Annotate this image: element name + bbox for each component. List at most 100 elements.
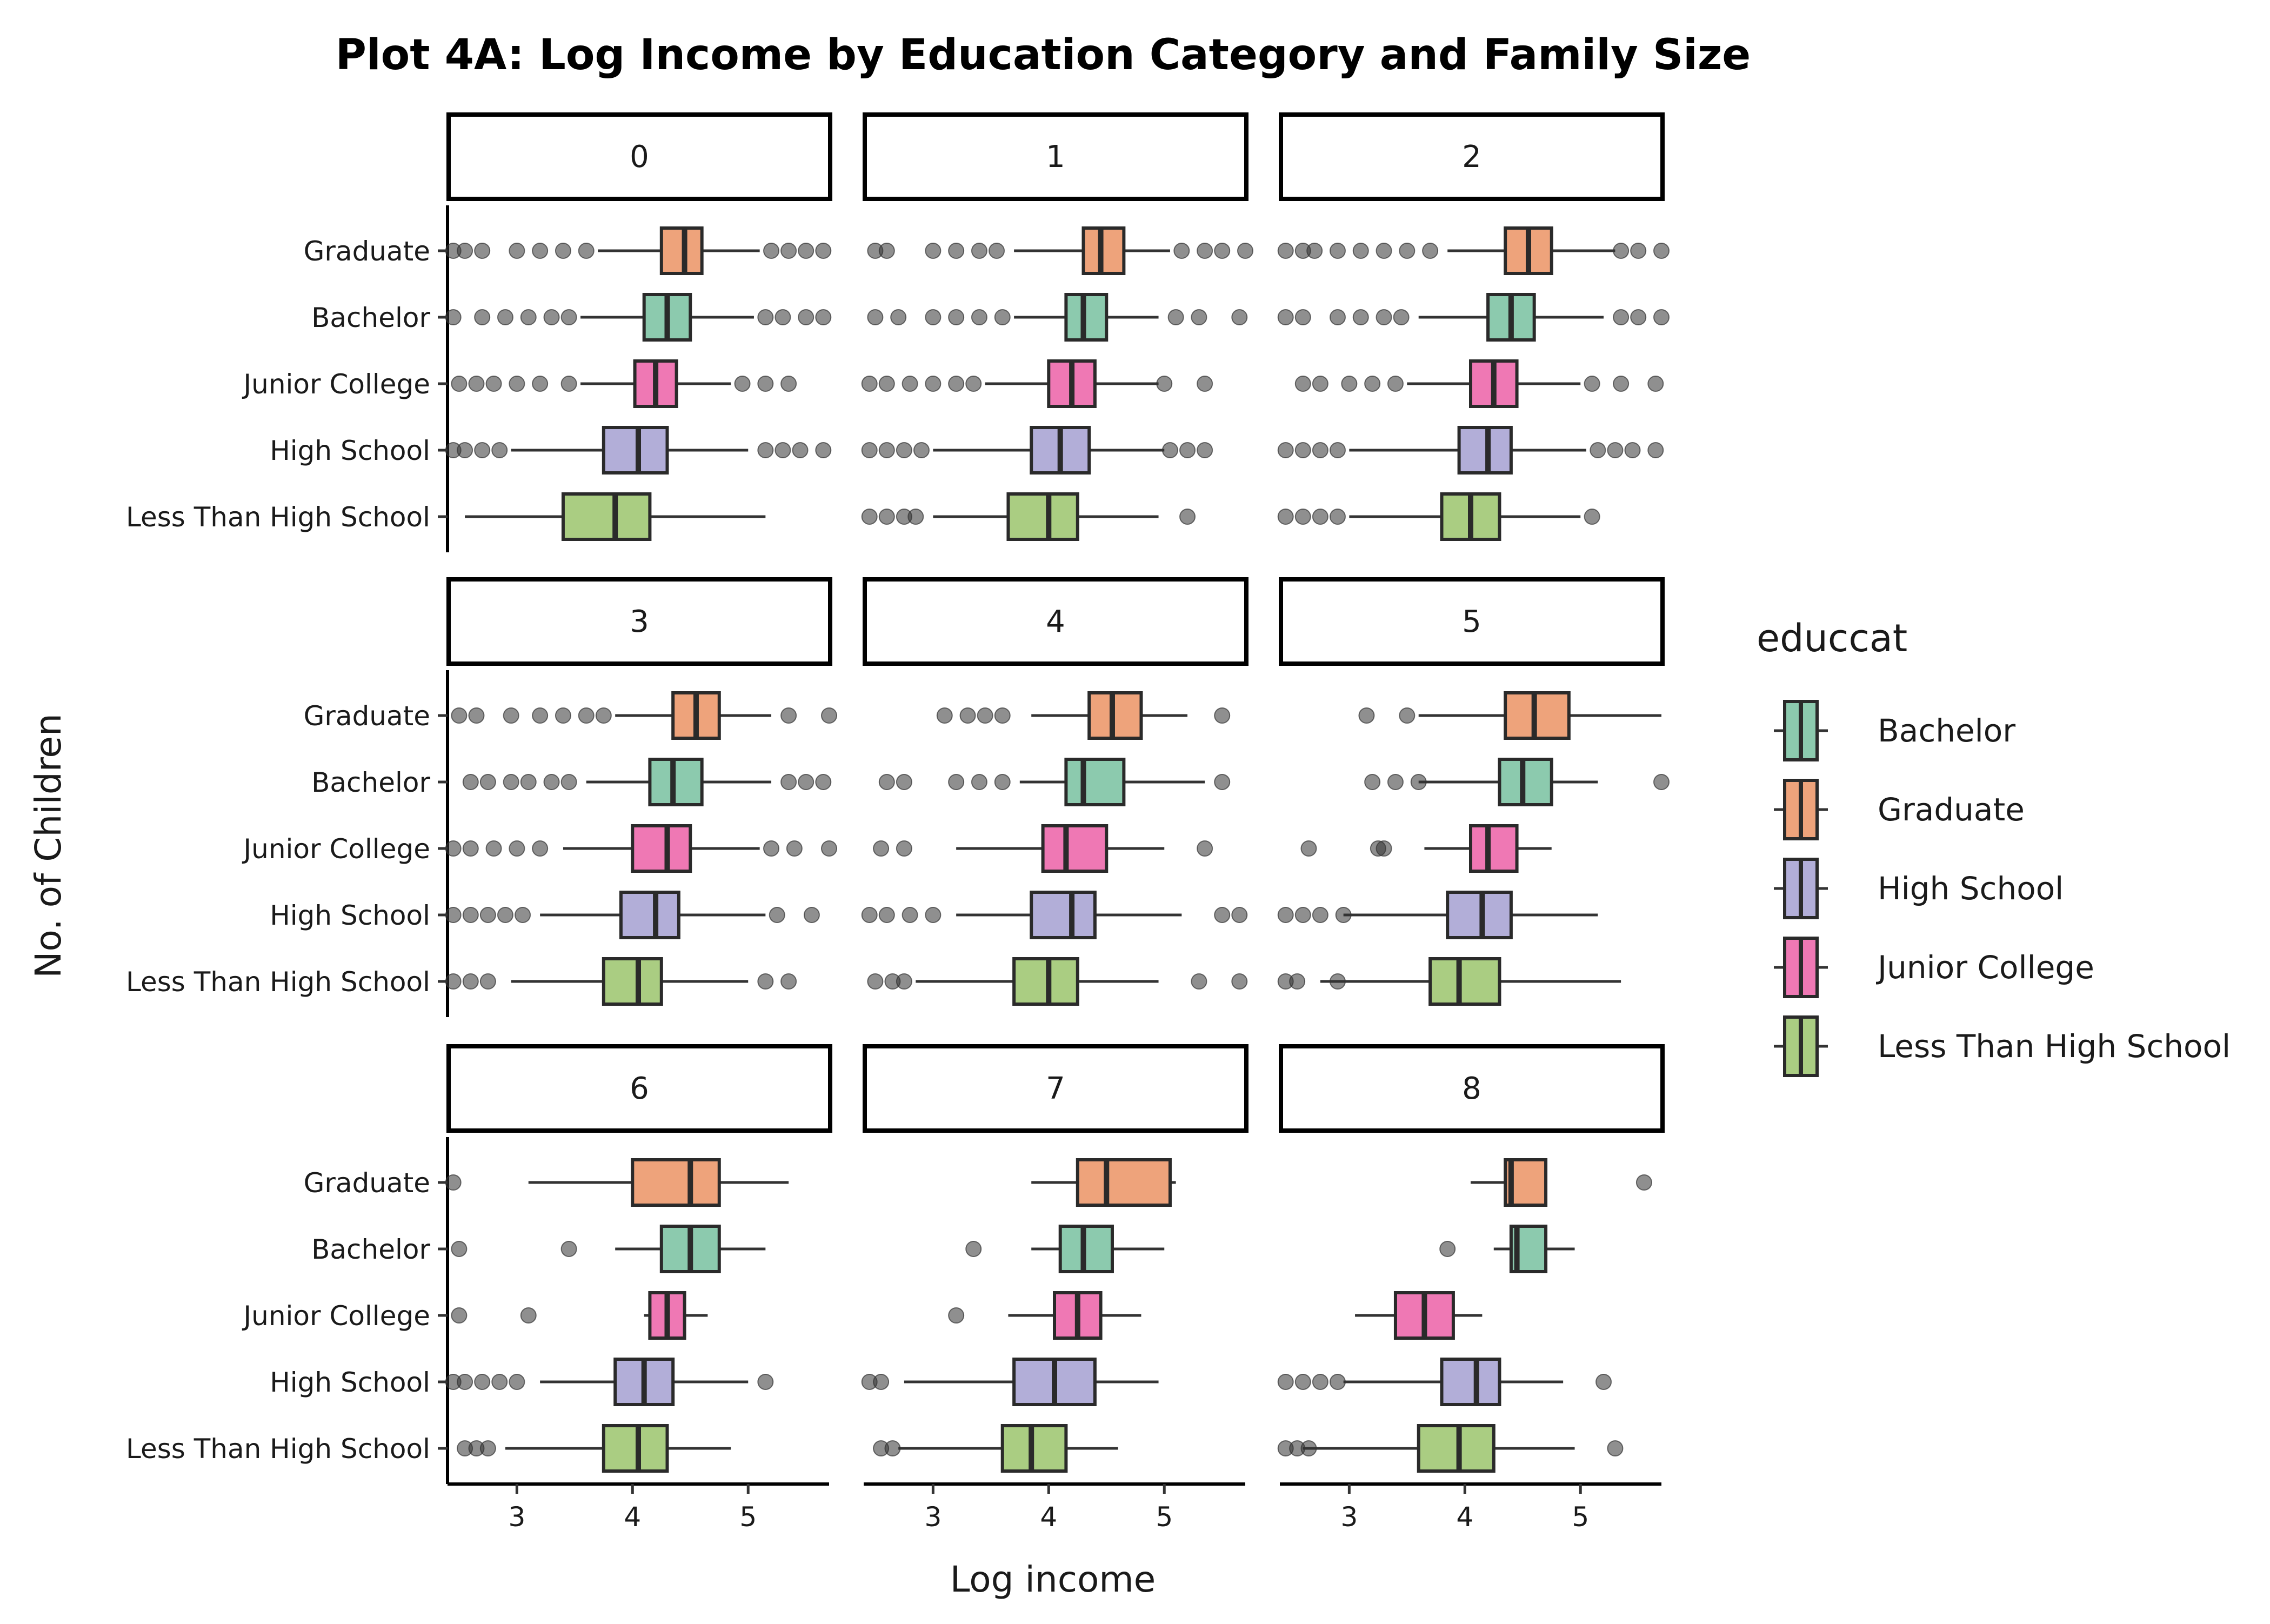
box-iqr xyxy=(1064,758,1126,806)
outlier-point xyxy=(948,1307,965,1324)
outlier-point xyxy=(1410,774,1427,790)
box-iqr xyxy=(1030,891,1097,939)
boxplot-less-than-high-school xyxy=(861,492,1196,541)
legend: Bachelor Graduate High School Junior Colleg… xyxy=(1774,700,2231,1077)
outlier-point xyxy=(520,774,537,790)
outlier-point xyxy=(878,774,895,790)
facet-panel-8: 8 3 4 5 xyxy=(1277,1044,1665,1533)
facet-strip-label: 6 xyxy=(630,1071,649,1106)
outlier-point xyxy=(457,442,473,458)
y-tick-label: Bachelor xyxy=(311,302,430,333)
boxplot-less-than-high-school: Less Than High School xyxy=(126,1424,731,1473)
outlier-point xyxy=(1329,509,1346,525)
box-iqr xyxy=(1006,492,1079,541)
outlier-point xyxy=(1358,707,1375,724)
outlier-point xyxy=(792,442,809,458)
outlier-point xyxy=(936,707,953,724)
outlier-point xyxy=(757,973,774,990)
outlier-point xyxy=(878,907,895,923)
outlier-point xyxy=(1329,1374,1346,1390)
outlier-point xyxy=(560,309,577,325)
outlier-point xyxy=(1653,309,1670,325)
outlier-point xyxy=(1300,840,1317,857)
outlier-point xyxy=(1624,442,1641,458)
outlier-point xyxy=(798,309,814,325)
outlier-point xyxy=(457,243,473,259)
box-iqr xyxy=(1087,691,1143,740)
outlier-point xyxy=(497,309,513,325)
outlier-point xyxy=(971,243,987,259)
outlier-point xyxy=(1630,309,1647,325)
outlier-point xyxy=(1341,376,1358,392)
outlier-point xyxy=(1156,376,1173,392)
outlier-point xyxy=(451,376,468,392)
outlier-point xyxy=(520,309,537,325)
outlier-point xyxy=(948,309,965,325)
outlier-point xyxy=(509,376,525,392)
facet-panel-5: 5 xyxy=(1277,577,1670,1006)
legend-item-graduate: Graduate xyxy=(1774,779,2025,840)
outlier-point xyxy=(977,707,993,724)
x-tick-label: 4 xyxy=(1456,1501,1473,1533)
outlier-point xyxy=(1422,243,1439,259)
outlier-point xyxy=(1312,509,1328,525)
outlier-point xyxy=(780,376,797,392)
outlier-point xyxy=(474,1374,491,1390)
box-iqr xyxy=(631,824,692,873)
boxplot-less-than-high-school: Less Than High School xyxy=(126,957,797,1006)
outlier-point xyxy=(1613,376,1630,392)
y-tick-label: Bachelor xyxy=(311,767,430,798)
outlier-point xyxy=(878,509,895,525)
box-iqr xyxy=(1081,226,1126,275)
facet-panel-0: 0 Graduate Bachelor Junior College High Scho… xyxy=(126,112,832,552)
legend-title: educcat xyxy=(1757,616,1907,660)
outlier-point xyxy=(445,973,462,990)
outlier-point xyxy=(1277,509,1294,525)
outlier-point xyxy=(1312,907,1328,923)
x-tick-label: 3 xyxy=(508,1501,525,1533)
facet-strip xyxy=(863,1044,1248,1133)
box-iqr xyxy=(1457,426,1513,474)
outlier-point xyxy=(1277,1374,1294,1390)
boxplot-junior-college: Junior College xyxy=(242,359,797,408)
outlier-point xyxy=(1613,309,1630,325)
outlier-point xyxy=(497,907,513,923)
facet-panel-6: 6 Graduate Bachelor Junior College High Scho… xyxy=(126,1044,832,1533)
outlier-point xyxy=(902,376,918,392)
outlier-point xyxy=(763,840,780,857)
outlier-point xyxy=(1312,1374,1328,1390)
boxplot-bachelor: Bachelor xyxy=(311,1225,766,1273)
boxplot-junior-college xyxy=(948,1291,1141,1340)
boxplot-graduate xyxy=(1471,1158,1652,1207)
outlier-point xyxy=(948,774,965,790)
outlier-point xyxy=(867,973,884,990)
outlier-point xyxy=(1294,376,1311,392)
facets: 0 Graduate Bachelor Junior College High Scho… xyxy=(126,112,1670,1533)
facet-panel-3: 3 Graduate Bachelor Junior College High Scho… xyxy=(126,577,837,1017)
facet-panel-1: 1 xyxy=(861,112,1253,541)
outlier-point xyxy=(1294,1374,1311,1390)
boxplot-bachelor xyxy=(1364,758,1670,806)
outlier-point xyxy=(775,309,791,325)
outlier-point xyxy=(780,973,797,990)
outlier-point xyxy=(907,509,924,525)
outlier-point xyxy=(1399,243,1416,259)
outlier-point xyxy=(1329,973,1346,990)
outlier-point xyxy=(503,774,519,790)
outlier-point xyxy=(803,907,820,923)
legend-label: Bachelor xyxy=(1878,712,2015,749)
outlier-point xyxy=(902,907,918,923)
outlier-point xyxy=(1329,442,1346,458)
outlier-point xyxy=(1647,442,1664,458)
outlier-point xyxy=(896,973,912,990)
chart-title: Plot 4A: Log Income by Education Categor… xyxy=(336,31,1751,79)
outlier-point xyxy=(479,774,496,790)
box-iqr xyxy=(1417,1424,1495,1473)
outlier-point xyxy=(1595,1374,1612,1390)
outlier-point xyxy=(451,1307,468,1324)
outlier-point xyxy=(861,376,878,392)
facet-strip-label: 2 xyxy=(1462,139,1481,175)
outlier-point xyxy=(520,1307,537,1324)
y-tick-label: Less Than High School xyxy=(126,502,430,533)
